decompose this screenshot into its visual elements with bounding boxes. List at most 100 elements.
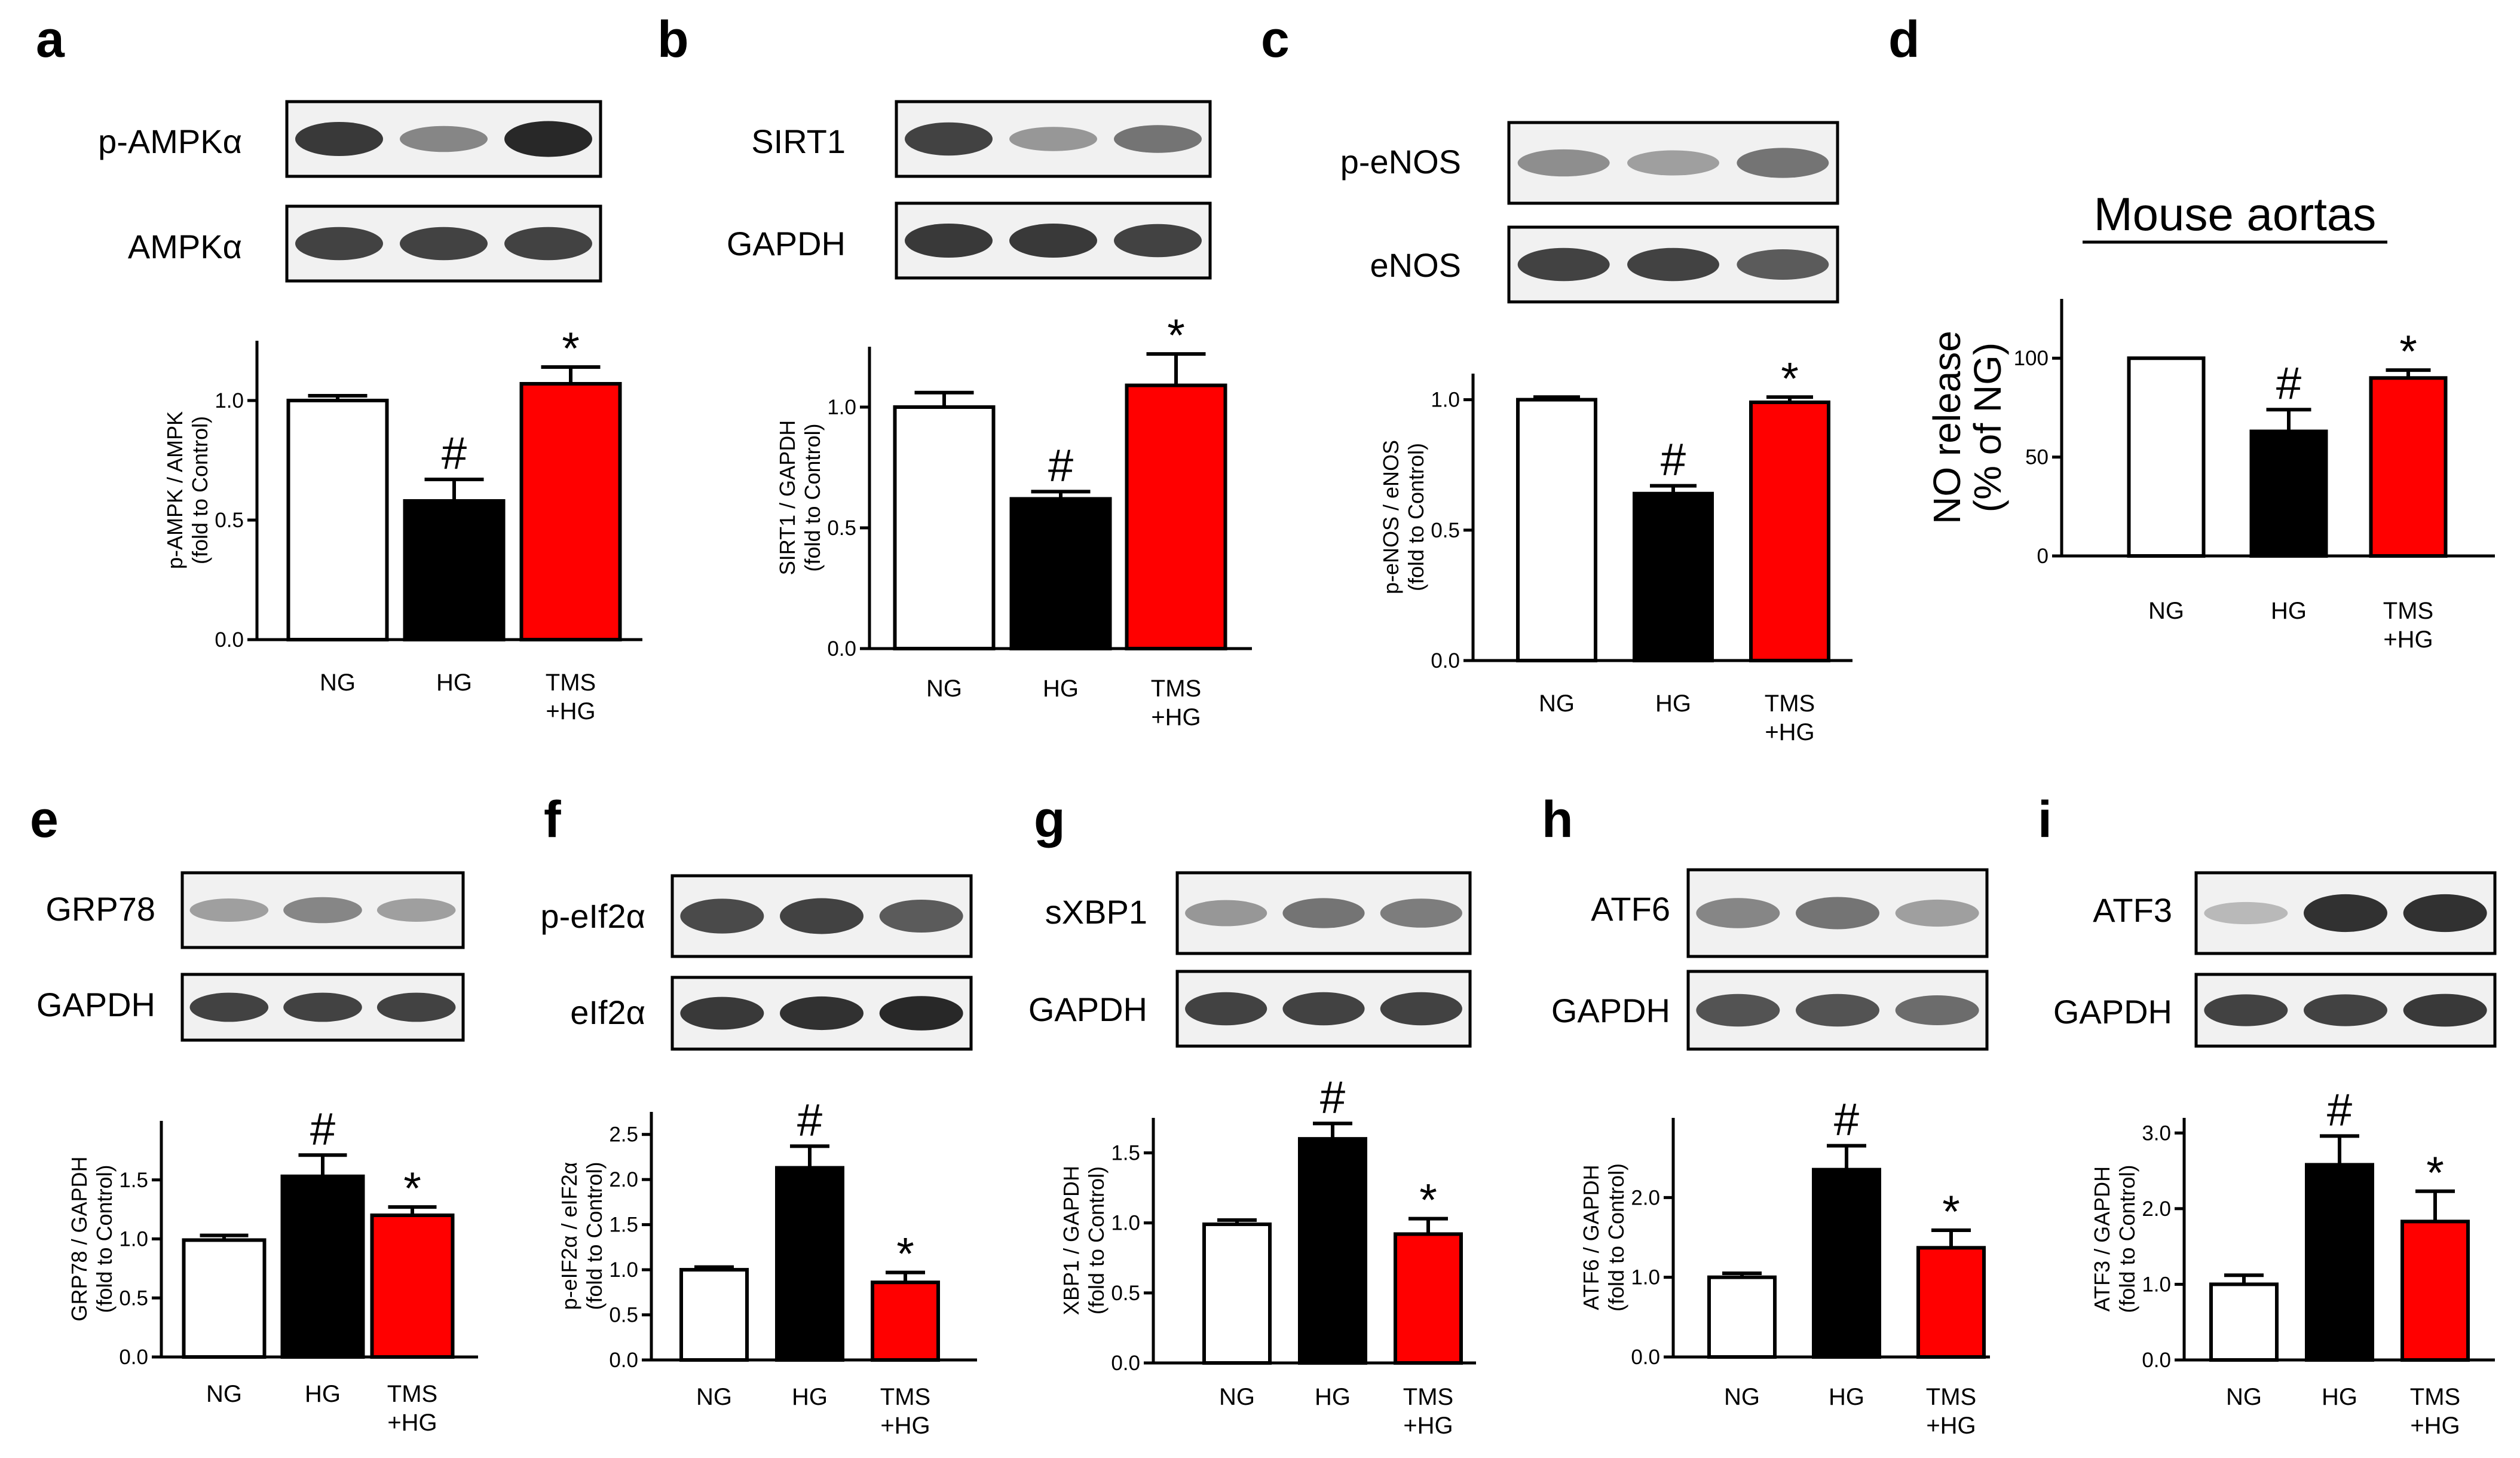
blot-label: eIf2α bbox=[570, 994, 645, 1031]
blot-band bbox=[400, 227, 488, 261]
blot-band bbox=[1380, 992, 1462, 1026]
blot-label: p-AMPKα bbox=[98, 123, 242, 160]
y-tick-label: 0.5 bbox=[1431, 519, 1460, 542]
category-label: HG bbox=[305, 1381, 341, 1407]
y-tick-label: 1.0 bbox=[2142, 1273, 2171, 1296]
blot-label: p-eNOS bbox=[1340, 143, 1461, 181]
blot-band bbox=[1517, 149, 1610, 177]
blot-band bbox=[1796, 897, 1879, 930]
significance-marker: * bbox=[1942, 1187, 1960, 1237]
bar-hg bbox=[2305, 1163, 2374, 1362]
blot-label: GAPDH bbox=[1551, 992, 1670, 1029]
bar-ng bbox=[182, 1238, 267, 1359]
bar-hg bbox=[2249, 429, 2328, 558]
category-label: HG bbox=[2322, 1384, 2357, 1410]
y-axis-label-line: (fold to Control) bbox=[1084, 1166, 1109, 1315]
category-label: NG bbox=[1724, 1384, 1760, 1410]
significance-marker: * bbox=[1781, 353, 1799, 404]
blot-band bbox=[1114, 224, 1202, 258]
category-label: +HG bbox=[387, 1410, 437, 1436]
significance-marker: * bbox=[403, 1163, 421, 1214]
blot-band bbox=[2204, 901, 2288, 925]
category-label: TMS bbox=[1765, 690, 1815, 717]
y-tick-label: 1.5 bbox=[119, 1169, 148, 1192]
y-tick-label: 1.0 bbox=[1111, 1212, 1140, 1235]
blot-band bbox=[1895, 899, 1979, 927]
blot-band bbox=[2204, 994, 2288, 1026]
y-axis-label: p-eIF2α / eIF2α (fold to Control) bbox=[557, 1161, 607, 1310]
blot-band bbox=[1185, 992, 1267, 1026]
significance-marker: # bbox=[442, 428, 467, 479]
category-label: TMS bbox=[387, 1381, 437, 1407]
blot-band bbox=[295, 122, 383, 156]
y-tick-label: 0.0 bbox=[215, 628, 244, 652]
y-axis-label: NO release(% of NG) bbox=[1925, 331, 2009, 524]
panel-label: b bbox=[657, 11, 689, 68]
blot-band bbox=[400, 126, 488, 152]
category-label: HG bbox=[1655, 690, 1691, 717]
category-label: TMS bbox=[1151, 675, 1201, 702]
bar-tms-hg bbox=[871, 1280, 940, 1362]
category-label: TMS bbox=[1403, 1384, 1453, 1410]
blot-band bbox=[1009, 127, 1097, 151]
y-tick-label: 3.0 bbox=[2142, 1121, 2171, 1145]
blot-band bbox=[905, 122, 993, 156]
panel-label: h bbox=[1542, 791, 1573, 848]
y-tick-label: 100 bbox=[2014, 347, 2049, 370]
significance-marker: # bbox=[2327, 1084, 2352, 1135]
blot-label: GAPDH bbox=[36, 986, 155, 1023]
panel-label: a bbox=[36, 11, 65, 68]
y-tick-label: 1.0 bbox=[609, 1258, 638, 1282]
category-label: HG bbox=[1043, 675, 1079, 702]
bar-tms-hg bbox=[1916, 1246, 1986, 1359]
blot-band bbox=[1737, 249, 1829, 280]
y-axis-label-line: (fold to Control) bbox=[2115, 1164, 2139, 1313]
blot-band bbox=[1627, 150, 1719, 176]
blot-label: GAPDH bbox=[1028, 991, 1147, 1028]
significance-marker: # bbox=[310, 1104, 335, 1154]
bar-hg bbox=[775, 1166, 844, 1362]
bar-ng bbox=[893, 405, 996, 650]
category-label: HG bbox=[1829, 1384, 1864, 1410]
y-tick-label: 0.0 bbox=[1631, 1346, 1660, 1369]
blot-band bbox=[283, 897, 362, 924]
blot-label: SIRT1 bbox=[751, 123, 846, 160]
bar-hg bbox=[1009, 497, 1112, 651]
y-axis-label-line: (fold to Control) bbox=[1604, 1163, 1628, 1312]
significance-marker: * bbox=[562, 323, 580, 374]
blot-band bbox=[295, 227, 383, 261]
category-label: +HG bbox=[1765, 719, 1814, 745]
category-label: NG bbox=[1539, 690, 1575, 717]
y-axis-label-line: p-AMPK / AMPK bbox=[163, 411, 187, 569]
blot-band bbox=[189, 992, 269, 1022]
blot-band bbox=[680, 898, 764, 934]
y-tick-label: 1.0 bbox=[1631, 1266, 1660, 1289]
bar-tms-hg bbox=[1125, 383, 1227, 650]
category-label: TMS bbox=[880, 1384, 930, 1410]
bar-hg bbox=[1812, 1167, 1881, 1359]
category-label: NG bbox=[1219, 1384, 1255, 1410]
blot-band bbox=[1114, 125, 1202, 153]
y-tick-label: 0.5 bbox=[119, 1286, 148, 1310]
category-label: HG bbox=[792, 1384, 828, 1410]
blot-label: GAPDH bbox=[2053, 993, 2172, 1031]
blot-band bbox=[1627, 247, 1719, 282]
y-axis-label: p-AMPK / AMPK (fold to Control) bbox=[163, 411, 212, 569]
y-tick-label: 0.5 bbox=[609, 1304, 638, 1327]
blot-band bbox=[879, 899, 963, 933]
bar-ng bbox=[679, 1268, 749, 1362]
blot-label: AMPKα bbox=[128, 228, 242, 265]
blot-band bbox=[1737, 148, 1829, 178]
significance-marker: * bbox=[896, 1229, 914, 1280]
bar-hg bbox=[1298, 1137, 1367, 1365]
bar-tms-hg bbox=[370, 1214, 455, 1359]
blot-band bbox=[1380, 898, 1462, 928]
blot-band bbox=[504, 227, 592, 261]
y-tick-label: 1.5 bbox=[1111, 1142, 1140, 1165]
y-axis-label-line: NO release bbox=[1925, 331, 1968, 524]
